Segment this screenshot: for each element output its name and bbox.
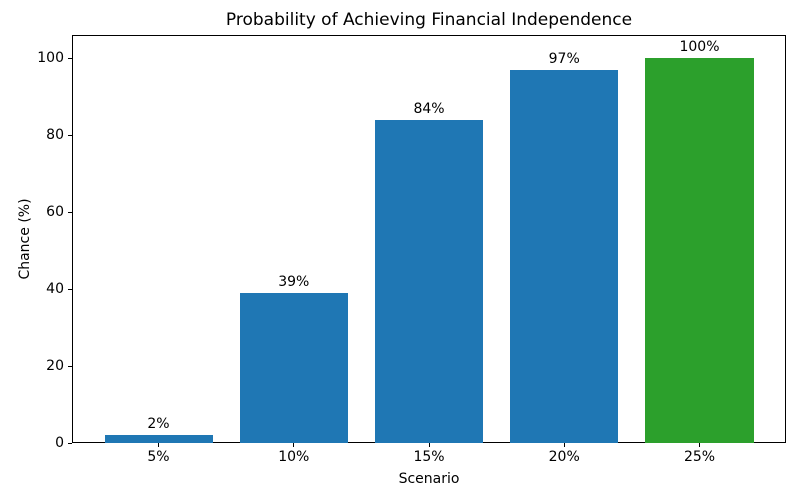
y-tick-mark — [68, 442, 72, 444]
y-tick-label: 0 — [55, 435, 64, 451]
y-tick-label: 40 — [46, 281, 64, 297]
chart-title: Probability of Achieving Financial Indep… — [225, 10, 633, 30]
x-tick-mark — [293, 443, 295, 447]
bar — [104, 435, 213, 443]
x-tick-mark — [428, 443, 430, 447]
y-tick-mark — [68, 134, 72, 136]
y-tick-label: 20 — [46, 358, 64, 374]
bar-value-label: 2% — [147, 416, 170, 433]
x-tick-label: 20% — [548, 449, 580, 465]
x-tick-label: 10% — [278, 449, 310, 465]
x-axis-label: Scenario — [398, 471, 460, 487]
y-tick-label: 60 — [46, 204, 64, 221]
bar-value-label: 84% — [413, 100, 445, 117]
bar-value-label: 39% — [278, 273, 310, 290]
x-tick-label: 25% — [683, 449, 716, 465]
x-tick-label: 15% — [413, 449, 445, 465]
bar — [510, 69, 619, 443]
y-tick-label: 80 — [46, 127, 64, 144]
x-tick-label: 5% — [147, 449, 170, 465]
x-tick-mark — [158, 443, 159, 447]
y-tick-mark — [68, 211, 72, 213]
bar — [374, 119, 484, 443]
y-tick-mark — [68, 57, 72, 59]
bar — [239, 292, 348, 443]
bar — [645, 58, 754, 443]
x-tick-mark — [563, 443, 565, 447]
y-tick-mark — [68, 365, 72, 367]
x-tick-mark — [699, 443, 700, 447]
bar-value-label: 100% — [679, 39, 720, 56]
bar-value-label: 97% — [548, 50, 580, 67]
y-tick-label: 100 — [37, 50, 64, 67]
y-tick-mark — [68, 288, 72, 290]
